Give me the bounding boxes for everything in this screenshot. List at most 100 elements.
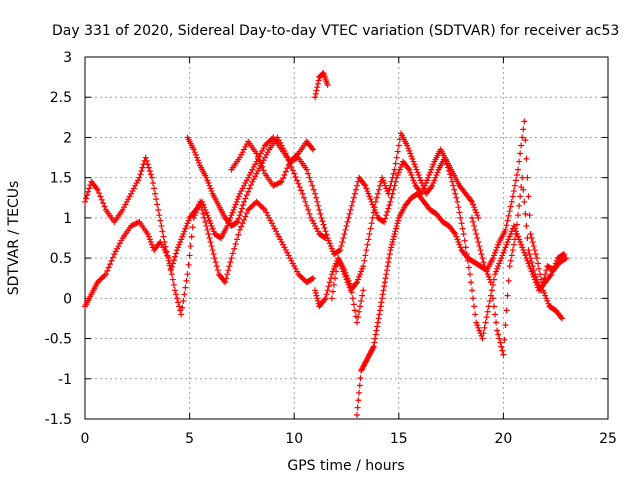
data-point [330, 281, 337, 288]
data-point [363, 358, 370, 365]
data-point [144, 230, 151, 237]
data-point [309, 217, 316, 224]
plot-frame [84, 56, 609, 420]
data-point [460, 230, 467, 237]
data-point [496, 260, 503, 267]
data-point [278, 178, 285, 185]
data-point [371, 339, 378, 346]
data-point [314, 295, 321, 302]
data-point [558, 315, 565, 322]
data-point [428, 166, 435, 173]
data-point [193, 206, 200, 213]
data-point [243, 177, 250, 184]
data-point [256, 165, 263, 172]
data-point [94, 279, 101, 286]
data-point [362, 252, 369, 259]
data-point [145, 233, 152, 240]
data-point [388, 194, 395, 201]
data-point [382, 275, 389, 282]
data-point [362, 359, 369, 366]
data-point [291, 263, 298, 270]
data-point [366, 351, 373, 358]
data-point [526, 251, 533, 258]
data-point [515, 212, 522, 219]
data-point [495, 263, 502, 270]
data-point [345, 277, 352, 284]
data-point [524, 257, 531, 264]
data-point [388, 178, 395, 185]
data-point [328, 271, 335, 278]
data-point [462, 244, 469, 251]
data-point [95, 190, 102, 197]
data-point [121, 204, 128, 211]
data-point [473, 230, 480, 237]
data-point [289, 157, 296, 164]
data-point [365, 352, 372, 359]
data-point [381, 180, 388, 187]
data-point [469, 214, 476, 221]
data-point [240, 216, 247, 223]
data-point [266, 214, 273, 221]
data-point [153, 196, 160, 203]
data-point [183, 222, 190, 229]
data-point [101, 272, 108, 279]
data-point [416, 174, 423, 181]
data-point [208, 222, 215, 229]
data-point [232, 241, 239, 248]
data-point [275, 180, 282, 187]
data-point [331, 275, 338, 282]
data-point [452, 230, 459, 237]
data-point [156, 212, 163, 219]
data-point [470, 218, 477, 225]
data-point [557, 314, 564, 321]
data-point [371, 204, 378, 211]
data-point [349, 295, 356, 302]
data-point [183, 277, 190, 284]
data-point [482, 319, 489, 326]
data-point [500, 249, 507, 256]
data-point [242, 195, 249, 202]
series-track-b [82, 198, 317, 318]
data-point [512, 177, 519, 184]
data-point [299, 190, 306, 197]
data-point [502, 226, 509, 233]
data-point [208, 243, 215, 250]
data-point [86, 185, 93, 192]
data-point [369, 344, 376, 351]
data-point [407, 150, 414, 157]
data-point [83, 195, 90, 202]
data-point [481, 324, 488, 331]
data-point [490, 252, 497, 259]
data-point [336, 247, 343, 254]
data-point [379, 174, 386, 181]
data-point [312, 287, 319, 294]
data-point [162, 249, 169, 256]
data-point [498, 343, 505, 350]
data-point [527, 230, 534, 237]
data-point [253, 170, 260, 177]
data-point [319, 70, 326, 77]
data-point [391, 230, 398, 237]
data-point [237, 208, 244, 215]
data-point [105, 264, 112, 271]
data-point [281, 147, 288, 154]
data-point [157, 239, 164, 246]
data-point [173, 250, 180, 257]
data-point [321, 296, 328, 303]
data-point [540, 279, 547, 286]
data-point [264, 212, 271, 219]
data-point [372, 198, 379, 205]
data-point [489, 255, 496, 262]
data-point [360, 287, 367, 294]
data-point [534, 260, 541, 267]
data-point [324, 235, 331, 241]
data-point [234, 218, 241, 225]
data-point [489, 295, 496, 302]
data-point [185, 217, 192, 224]
data-point [186, 252, 193, 259]
data-point [495, 241, 502, 248]
data-point [533, 276, 540, 283]
data-point [364, 188, 371, 195]
data-point [138, 167, 145, 174]
